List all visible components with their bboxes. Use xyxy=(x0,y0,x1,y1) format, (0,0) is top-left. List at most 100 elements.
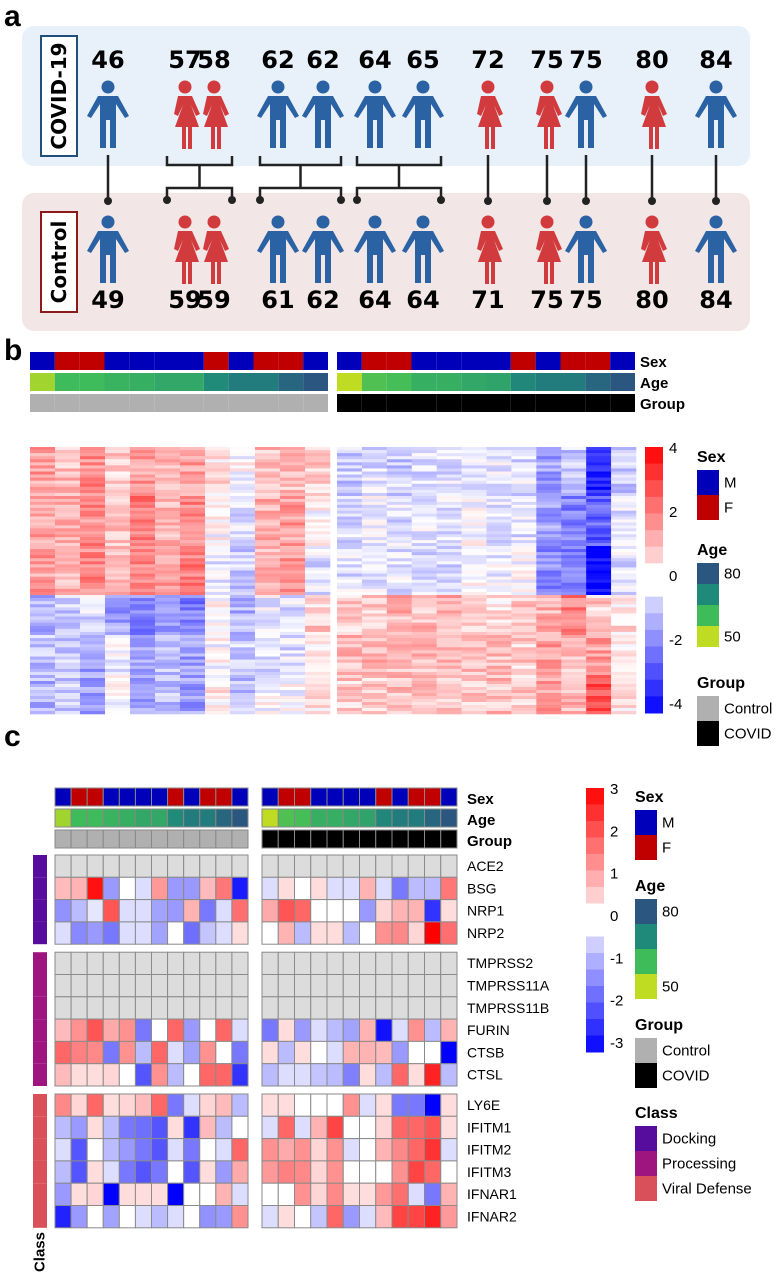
heatmap-cell xyxy=(305,462,331,466)
heatmap-cell xyxy=(386,489,413,494)
heatmap-cell xyxy=(511,601,537,605)
heatmap-cell xyxy=(486,510,512,514)
heatmap-cell xyxy=(337,453,363,457)
heatmap-cell xyxy=(611,656,637,660)
heatmap-cell xyxy=(280,555,306,559)
heatmap-cell xyxy=(337,702,363,706)
heatmap-cell xyxy=(130,678,156,682)
heatmap-cell xyxy=(486,595,512,599)
heatmap-cell xyxy=(611,537,637,541)
heatmap-cell xyxy=(255,659,281,663)
heatmap-cell xyxy=(155,619,181,623)
heatmap-cell xyxy=(611,687,637,691)
heatmap-cell xyxy=(80,471,106,475)
heatmap-cell xyxy=(561,647,587,651)
heatmap-cell xyxy=(280,622,306,627)
heatmap-cell xyxy=(586,684,612,688)
heatmap-cell xyxy=(105,665,131,670)
heatmap-cell xyxy=(511,585,537,590)
heatmap-cell xyxy=(486,480,512,485)
colorbar-step xyxy=(645,563,663,581)
heatmap-cell xyxy=(105,447,131,451)
heatmap-cell xyxy=(30,570,56,574)
heatmap-cell xyxy=(386,498,413,503)
age-track-cell xyxy=(486,373,511,391)
heatmap-cell xyxy=(55,480,81,485)
heatmap-cell xyxy=(561,601,587,605)
heatmap-cell xyxy=(326,1040,344,1065)
heatmap-cell xyxy=(305,489,331,494)
heatmap-cell xyxy=(375,996,393,1020)
heatmap-cell xyxy=(361,450,388,454)
heatmap-cell xyxy=(361,546,388,550)
control-age-label: 49 xyxy=(91,286,124,314)
heatmap-cell xyxy=(55,468,81,472)
heatmap-cell xyxy=(486,668,512,673)
heatmap-cell xyxy=(586,650,612,654)
heatmap-cell xyxy=(255,450,281,454)
heatmap-cell xyxy=(436,598,462,602)
heatmap-cell xyxy=(436,525,462,529)
heatmap-cell xyxy=(511,486,537,491)
heatmap-cell xyxy=(436,522,462,526)
heatmap-cell xyxy=(30,653,56,657)
heatmap-cell xyxy=(586,468,612,472)
heatmap-cell xyxy=(386,561,413,565)
heatmap-cell xyxy=(30,492,56,497)
heatmap-cell xyxy=(436,453,462,457)
heatmap-cell xyxy=(391,1115,409,1140)
heatmap-cell xyxy=(105,519,131,523)
heatmap-cell xyxy=(561,570,587,574)
heatmap-cell xyxy=(167,921,185,945)
heatmap-cell xyxy=(230,619,256,623)
heatmap-cell xyxy=(337,486,363,491)
heatmap-cell xyxy=(231,1182,249,1206)
heatmap-cell xyxy=(230,598,256,602)
heatmap-cell xyxy=(411,462,437,466)
heatmap-cell xyxy=(305,510,331,514)
class-track-cell xyxy=(33,1160,47,1184)
sex-track-cell xyxy=(278,352,304,370)
covid-age-label: 75 xyxy=(569,46,602,74)
heatmap-cell xyxy=(105,607,131,611)
heatmap-cell xyxy=(461,474,487,478)
heatmap-cell xyxy=(255,480,281,485)
heatmap-cell xyxy=(55,447,81,451)
heatmap-cell xyxy=(305,708,331,712)
heatmap-cell xyxy=(205,702,231,706)
gene-label: CTSB xyxy=(467,1044,504,1060)
heatmap-cell xyxy=(230,516,256,520)
heatmap-cell xyxy=(155,447,181,451)
heatmap-cell xyxy=(411,681,437,685)
heatmap-cell xyxy=(294,1063,312,1087)
heatmap-cell xyxy=(155,516,181,520)
heatmap-cell xyxy=(105,528,131,532)
heatmap-cell xyxy=(361,610,388,614)
heatmap-cell xyxy=(337,591,363,596)
heatmap-cell xyxy=(536,616,562,620)
heatmap-cell xyxy=(461,678,487,682)
heatmap-cell xyxy=(461,522,487,526)
heatmap-cell xyxy=(80,489,106,494)
heatmap-cell xyxy=(561,546,587,550)
heatmap-cell xyxy=(486,638,512,642)
heatmap-cell xyxy=(180,656,206,660)
heatmap-cell xyxy=(70,921,88,945)
age-track-cell xyxy=(30,373,55,391)
colorbar-step xyxy=(645,513,663,531)
heatmap-cell xyxy=(277,1182,295,1206)
heatmap-cell xyxy=(461,483,487,488)
heatmap-cell xyxy=(277,1205,295,1229)
heatmap-cell xyxy=(411,696,437,700)
heatmap-cell xyxy=(118,1205,136,1229)
heatmap-cell xyxy=(180,570,206,574)
heatmap-cell xyxy=(436,501,462,506)
heatmap-cell xyxy=(80,616,106,620)
heatmap-cell xyxy=(511,641,537,645)
heatmap-cell xyxy=(55,622,81,627)
heatmap-cell xyxy=(536,619,562,623)
sex-track-cell xyxy=(129,352,155,370)
heatmap-cell xyxy=(536,492,562,497)
legend-age-swatch xyxy=(635,899,657,924)
heatmap-cell xyxy=(586,492,612,497)
